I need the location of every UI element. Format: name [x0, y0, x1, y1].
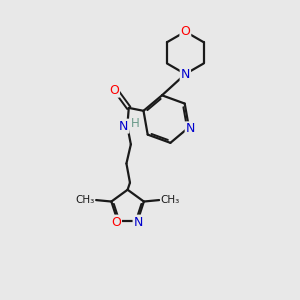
Text: O: O: [109, 84, 119, 97]
Text: O: O: [180, 25, 190, 38]
Text: O: O: [111, 216, 121, 229]
Text: CH₃: CH₃: [160, 195, 180, 205]
Text: CH₃: CH₃: [75, 195, 94, 205]
Text: N: N: [186, 122, 195, 135]
Text: H: H: [131, 117, 140, 130]
Text: N: N: [134, 216, 143, 229]
Text: N: N: [119, 120, 128, 133]
Text: N: N: [181, 68, 190, 80]
